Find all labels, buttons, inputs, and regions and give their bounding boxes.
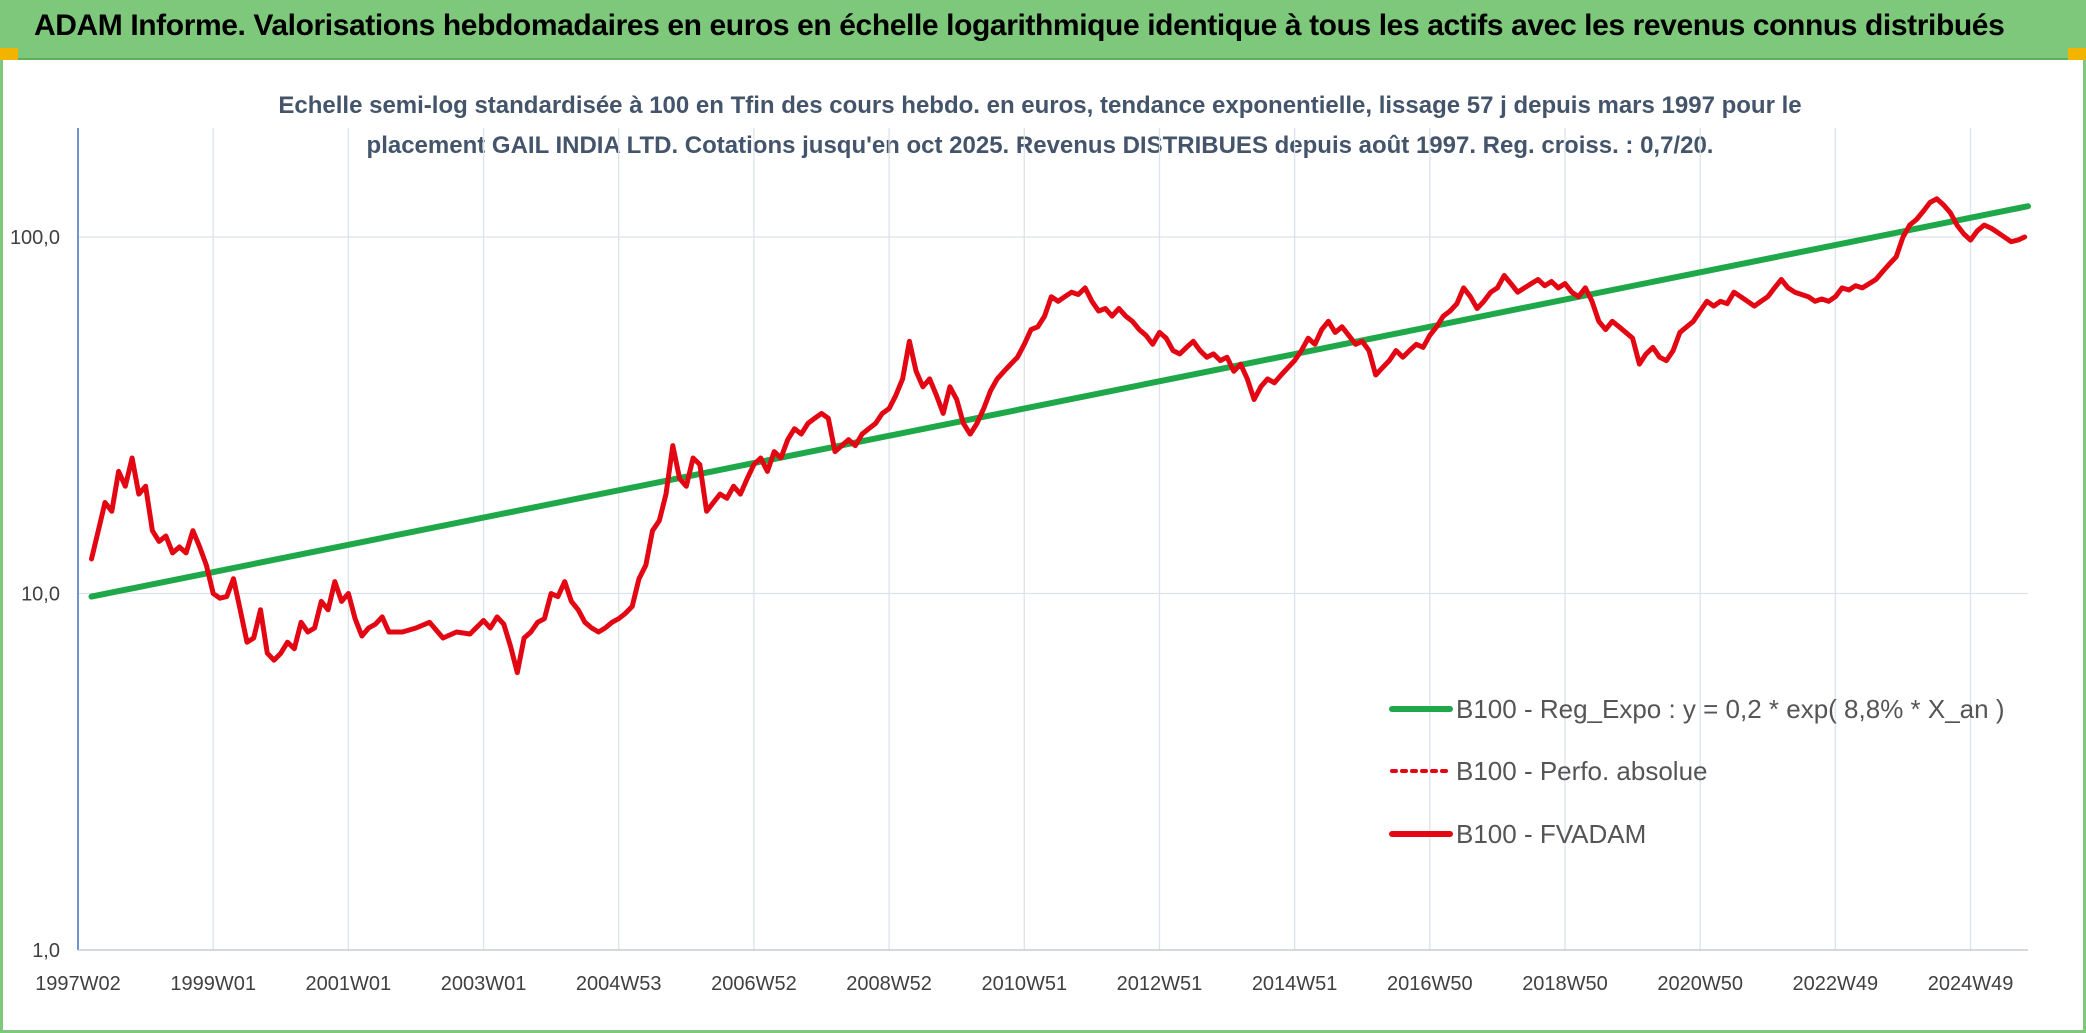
legend-fvadam-label: B100 - FVADAM [1456,819,1646,849]
x-tick-label: 2022W49 [1793,973,1879,995]
banner-title: ADAM Informe. Valorisations hebdomadaire… [34,9,2005,42]
x-tick-label: 2018W50 [1522,973,1608,995]
x-tick-label: 2012W51 [1117,973,1203,995]
x-tick-label: 2020W50 [1657,973,1743,995]
legend-perfo-absolue-label: B100 - Perfo. absolue [1456,756,1708,786]
y-tick-label: 100,0 [10,227,60,249]
legend-reg-expo-label: B100 - Reg_Expo : y = 0,2 * exp( 8,8% * … [1456,694,2005,724]
series-line-fvadam [89,196,2028,676]
x-tick-label: 1997W02 [35,973,121,995]
x-tick-label: 2010W51 [981,973,1067,995]
x-tick-label: 2006W52 [711,973,797,995]
title-banner: ADAM Informe. Valorisations hebdomadaire… [0,0,2086,60]
chart-title: Echelle semi-log standardisée à 100 en T… [190,86,1890,166]
corner-marker-right [2068,48,2086,60]
x-tick-label: 2016W50 [1387,973,1473,995]
y-tick-label: 10,0 [21,584,60,606]
x-tick-label: 1999W01 [170,973,256,995]
y-tick-label: 1,0 [32,940,60,962]
x-tick-label: 2001W01 [306,973,392,995]
x-tick-label: 2008W52 [846,973,932,995]
corner-marker-left [0,48,18,60]
x-tick-label: 2003W01 [441,973,527,995]
series-line-reg-expo [88,203,2031,600]
chart-title-line-2: placement GAIL INDIA LTD. Cotations jusq… [366,132,1714,159]
chart-title-line-1: Echelle semi-log standardisée à 100 en T… [278,92,1802,119]
x-tick-label: 2014W51 [1252,973,1338,995]
x-tick-label: 2024W49 [1928,973,2014,995]
x-tick-label: 2004W53 [576,973,662,995]
